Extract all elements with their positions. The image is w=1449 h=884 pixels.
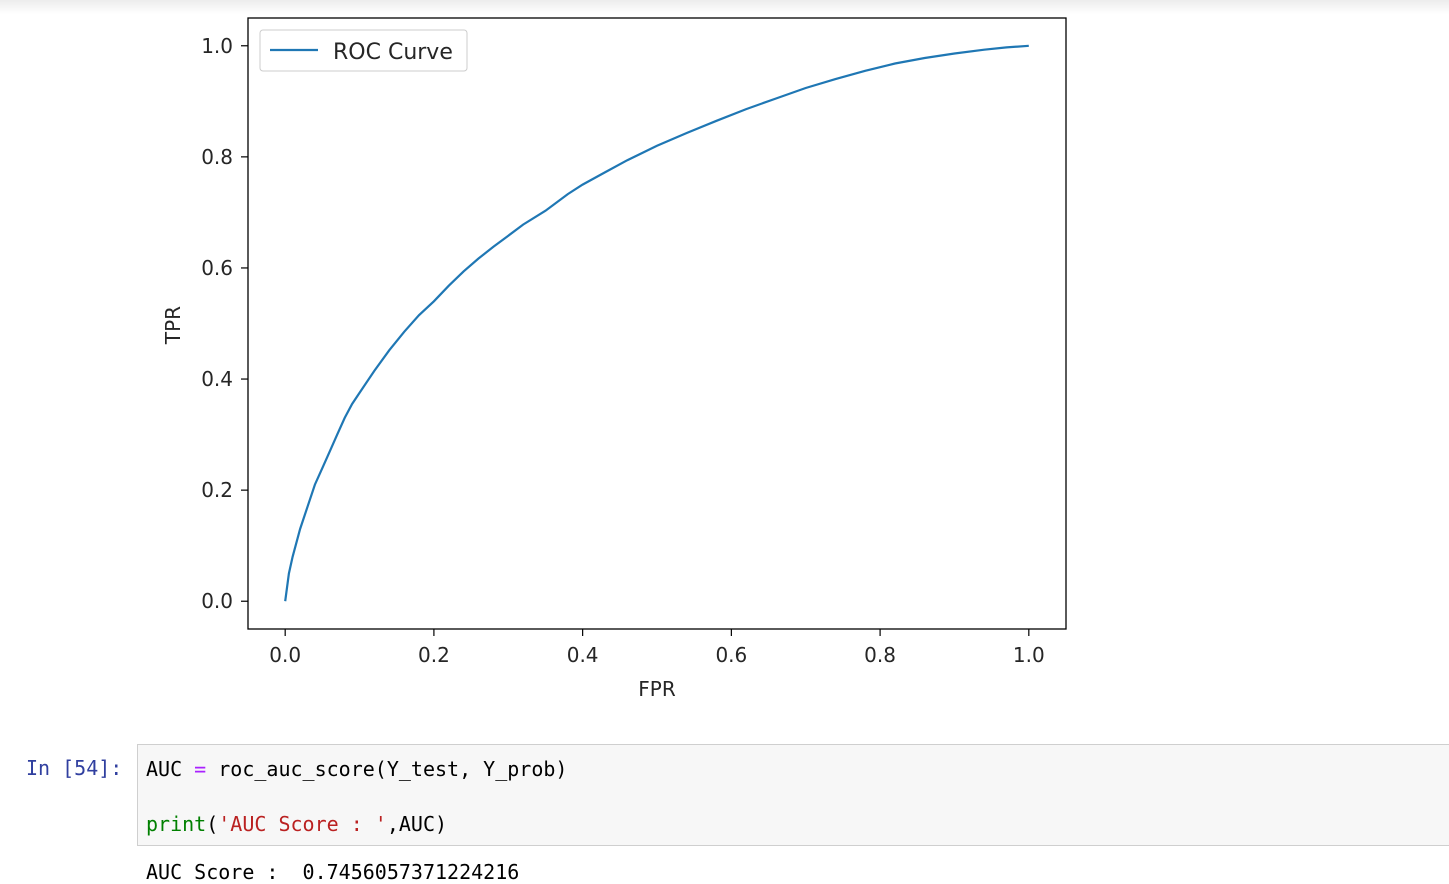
code-cell[interactable]: In [54]: AUC = roc_auc_score(Y_test, Y_p…: [0, 744, 1449, 848]
x-tick-label-0: 0.0: [269, 643, 301, 667]
legend-box: [259, 29, 468, 72]
y-axis-label: TPR: [161, 306, 185, 345]
y-tick-label-2: 0.4: [201, 367, 233, 391]
x-tick-label-2: 0.4: [567, 643, 599, 667]
y-tick-label-4: 0.8: [201, 145, 233, 169]
x-tick-label-1: 0.2: [418, 643, 450, 667]
code-editor[interactable]: AUC = roc_auc_score(Y_test, Y_prob) prin…: [137, 744, 1449, 846]
plot-frame: [247, 17, 1067, 630]
code-token-args: ,AUC): [386, 812, 448, 836]
code-line-2: print('AUC Score : ',AUC): [146, 812, 447, 836]
code-token-var: AUC: [146, 757, 195, 781]
y-tick-label-3: 0.6: [201, 256, 233, 280]
x-axis-label: FPR: [638, 677, 676, 701]
cell-output: AUC Score : 0.7456057371224216: [146, 860, 520, 884]
legend: ROC Curve: [259, 29, 468, 72]
x-tick-label-4: 0.8: [864, 643, 896, 667]
code-token-call: roc_auc_score(Y_test, Y_prob): [206, 757, 568, 781]
notebook-top-bar: [0, 0, 1449, 14]
y-tick-label-1: 0.2: [201, 478, 233, 502]
cell-prompt: In [54]:: [26, 756, 123, 780]
code-token-print: print: [146, 812, 207, 836]
code-token-string: 'AUC Score : ': [218, 812, 387, 836]
x-tick-label-3: 0.6: [715, 643, 747, 667]
y-tick-label-5: 1.0: [201, 34, 233, 58]
x-tick-label-5: 1.0: [1013, 643, 1045, 667]
legend-label: ROC Curve: [333, 40, 453, 65]
code-line-1: AUC = roc_auc_score(Y_test, Y_prob): [146, 757, 567, 781]
roc-chart: 0.0 0.2 0.4 0.6 0.8 1.0 0.0 0.2 0.4 0.6 0.8 1.0 ROC…: [161, 17, 1067, 701]
code-token-paren: (: [206, 812, 219, 836]
roc-curve-line: [284, 44, 1029, 602]
y-tick-label-0: 0.0: [201, 589, 233, 613]
code-token-operator: =: [194, 757, 207, 781]
